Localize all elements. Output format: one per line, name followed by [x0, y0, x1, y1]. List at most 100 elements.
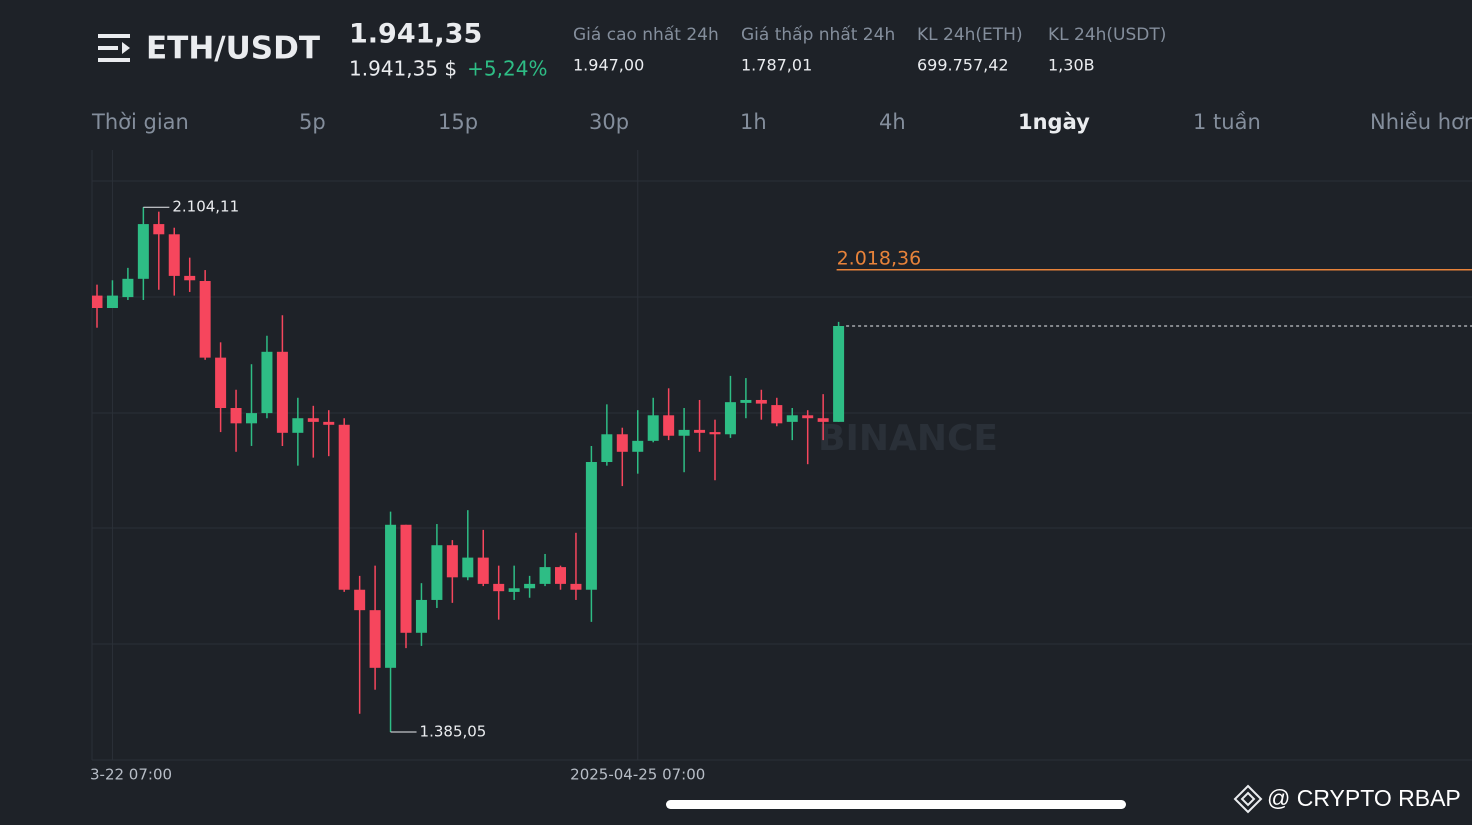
candle	[307, 405, 319, 458]
candle-body	[524, 583, 536, 589]
candle-body	[276, 351, 288, 433]
candle-body	[694, 429, 706, 433]
candle-body	[431, 545, 443, 600]
candle	[709, 419, 721, 481]
candle	[833, 321, 845, 422]
candle	[199, 270, 211, 360]
candle	[477, 529, 489, 587]
candle	[663, 388, 675, 441]
x-tick-label: 2025-04-25 07:00	[570, 766, 705, 784]
candle	[817, 394, 829, 441]
candle-body	[771, 405, 783, 424]
candle	[771, 397, 783, 427]
candle-body	[508, 588, 520, 592]
timeframe-tab[interactable]: 1ngày	[1018, 110, 1090, 134]
candle	[786, 407, 798, 441]
candle-body	[246, 413, 257, 424]
candle-body	[153, 224, 165, 235]
candle	[508, 565, 520, 600]
watermark: BINANCE	[818, 418, 998, 459]
candle	[462, 510, 474, 581]
candle-body	[601, 434, 613, 463]
timeframe-tab[interactable]: 1h	[740, 110, 767, 134]
stat-label: Giá cao nhất 24h	[573, 24, 719, 45]
candle	[601, 404, 613, 466]
timeframe-tab[interactable]: 4h	[879, 110, 906, 134]
candle-body	[415, 599, 427, 633]
stat-label: KL 24h(USDT)	[1048, 25, 1166, 45]
footer-credit: @ CRYPTO RBAP	[1267, 785, 1461, 811]
timeframe-tab[interactable]: Nhiều hơn	[1370, 110, 1472, 134]
candle	[632, 410, 644, 474]
candle	[400, 524, 412, 649]
x-tick-label: 3-22 07:00	[90, 766, 172, 784]
candle-body	[338, 424, 350, 590]
candle-body	[786, 415, 798, 422]
candle-body	[400, 524, 412, 633]
candle	[524, 575, 536, 598]
candle-body	[230, 407, 242, 424]
timeframe-tab[interactable]: 30p	[589, 110, 629, 134]
candle-body	[802, 415, 814, 419]
candle	[446, 540, 458, 603]
candle	[585, 445, 597, 622]
stat-label: KL 24h(ETH)	[917, 25, 1023, 45]
candle-body	[647, 415, 659, 441]
candle-body	[570, 583, 582, 590]
candle-body	[755, 399, 767, 404]
candle	[694, 399, 706, 452]
timeframe-tab[interactable]: 15p	[438, 110, 478, 134]
candle-body	[307, 418, 319, 422]
candle	[354, 575, 366, 714]
candle-body	[323, 421, 335, 425]
candle-body	[369, 610, 381, 668]
candle-body	[354, 589, 366, 611]
candle	[678, 407, 690, 473]
candle	[246, 364, 257, 446]
candle-body	[168, 234, 180, 276]
stat-value: 1.787,01	[741, 56, 812, 75]
candle	[215, 342, 227, 433]
candle-body	[632, 440, 644, 452]
candle-body	[663, 415, 675, 436]
candle	[616, 427, 628, 487]
candle	[493, 565, 505, 620]
candle	[261, 335, 273, 419]
candle-body	[261, 351, 273, 414]
candle-body	[477, 557, 489, 584]
price: 1.941,35	[349, 19, 482, 50]
timeframe-tab[interactable]: Thời gian	[91, 110, 189, 134]
candle	[539, 553, 551, 587]
candle	[153, 211, 165, 290]
candle	[740, 378, 752, 419]
candle	[323, 410, 335, 457]
candle-body	[740, 399, 752, 403]
binance-logo	[1233, 784, 1263, 814]
timeframe-tab[interactable]: 5p	[299, 110, 326, 134]
price-line-label: 2.018,36	[837, 247, 922, 269]
stat-value: 1.947,00	[573, 56, 644, 75]
timeframe-tab[interactable]: 1 tuần	[1193, 110, 1261, 134]
candle-body	[709, 432, 721, 435]
candle	[230, 389, 242, 452]
grid	[91, 150, 1472, 761]
annotation-label: 2.104,11	[172, 198, 239, 216]
candle	[802, 410, 814, 465]
home-indicator	[666, 800, 1126, 809]
candle	[369, 565, 381, 690]
candle	[168, 227, 180, 296]
candle-body	[817, 418, 829, 422]
candle-body	[678, 429, 690, 436]
candle	[106, 280, 118, 309]
candle	[385, 511, 397, 733]
menu-icon[interactable]	[98, 34, 130, 62]
candle-body	[106, 295, 118, 309]
candle-body	[616, 434, 628, 452]
candle-body	[539, 567, 551, 584]
pair: ETH/USDT	[146, 31, 320, 67]
candle	[122, 267, 134, 300]
candle	[431, 524, 443, 608]
candle-body	[92, 295, 103, 309]
candle-body	[199, 281, 211, 358]
